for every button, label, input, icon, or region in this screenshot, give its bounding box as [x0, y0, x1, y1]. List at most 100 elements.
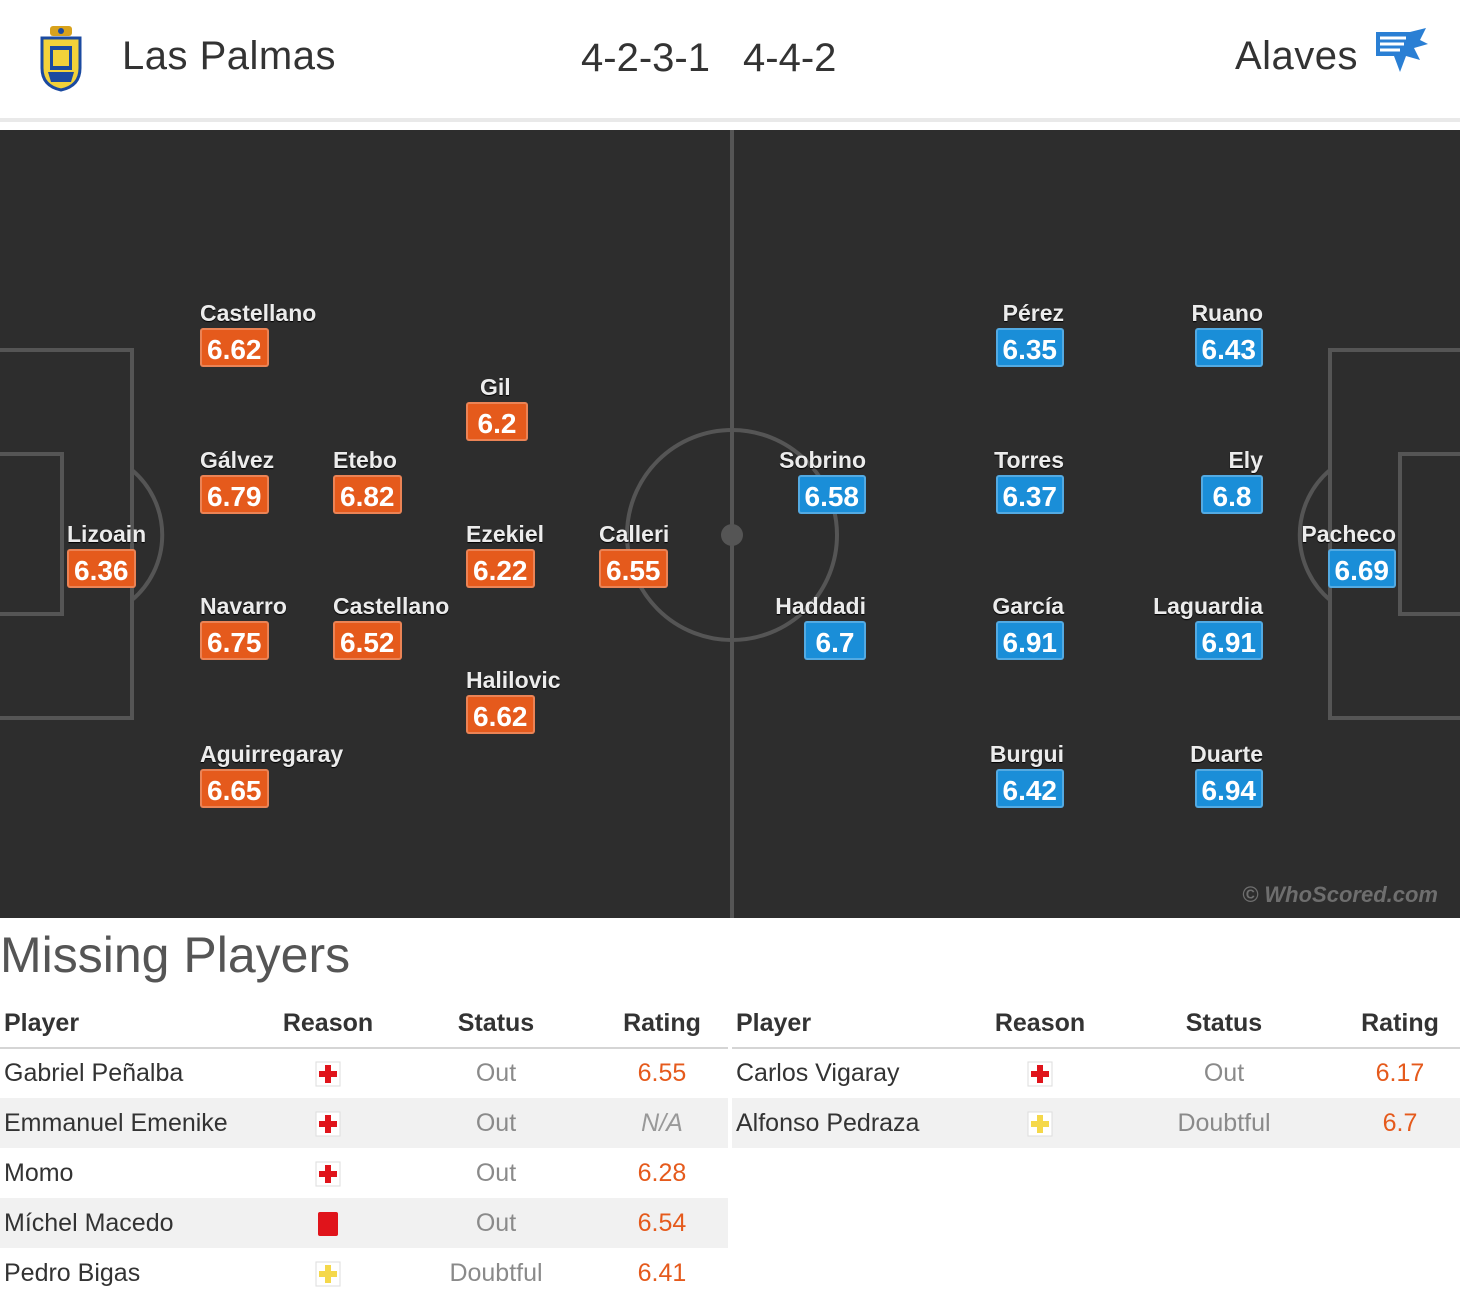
injury-icon [315, 1061, 341, 1087]
player-rating: 6.79 [200, 475, 269, 514]
player-name: Ruano [1191, 300, 1263, 326]
player-rating: 6.35 [995, 328, 1064, 367]
home-player[interactable]: Ezekiel 6.22 [466, 521, 626, 605]
player-name[interactable]: Gabriel Peñalba [4, 1059, 184, 1087]
player-name: García [992, 593, 1064, 619]
column-reason[interactable]: Reason [260, 1000, 396, 1049]
away-player[interactable]: Laguardia 6.91 [1103, 593, 1263, 677]
player-name: Calleri [599, 521, 670, 547]
away-team-name[interactable]: Alaves [1234, 34, 1358, 78]
home-player[interactable]: Gil 6.2 [466, 374, 626, 458]
away-player[interactable]: Pérez 6.35 [904, 300, 1064, 384]
player-rating: 6.43 [1194, 328, 1263, 367]
reason-cell [972, 1098, 1108, 1148]
player-name: Castellano [200, 300, 317, 326]
rating-text: 6.55 [637, 1059, 687, 1087]
match-header: Las Palmas 4-2-3-1 4-4-2 Alaves [0, 0, 1460, 122]
table-header-row: Player Reason Status Rating [732, 1000, 1460, 1049]
player-name[interactable]: Carlos Vigaray [736, 1059, 900, 1087]
home-player[interactable]: Etebo 6.82 [333, 447, 493, 531]
status-text: Out [475, 1059, 517, 1087]
column-status[interactable]: Status [396, 1000, 596, 1049]
player-rating: 6.82 [333, 475, 402, 514]
player-name: Aguirregaray [200, 741, 344, 767]
reason-cell [260, 1048, 396, 1098]
player-name: Lizoain [67, 521, 147, 547]
home-player[interactable]: Calleri 6.55 [599, 521, 759, 605]
home-missing-table: Player Reason Status Rating Gabriel Peña… [0, 1000, 728, 1298]
player-name[interactable]: Alfonso Pedraza [732, 1098, 972, 1148]
home-player[interactable]: Lizoain 6.36 [67, 521, 227, 605]
player-name: Etebo [333, 447, 397, 473]
doubtful-injury-icon [1027, 1111, 1053, 1137]
player-name[interactable]: Pedro Bigas [4, 1258, 141, 1287]
player-name: Gil [480, 374, 511, 400]
away-player[interactable]: Burgui 6.42 [904, 741, 1064, 825]
player-name: Duarte [1190, 741, 1263, 767]
away-player[interactable]: Ely 6.8 [1103, 447, 1263, 531]
player-rating: 6.75 [200, 621, 269, 660]
home-player[interactable]: Castellano 6.52 [333, 593, 493, 677]
away-player[interactable]: Ruano 6.43 [1103, 300, 1263, 384]
injury-icon [315, 1161, 341, 1187]
column-status[interactable]: Status [1108, 1000, 1340, 1049]
column-reason[interactable]: Reason [972, 1000, 1108, 1049]
column-player[interactable]: Player [732, 1000, 972, 1049]
reason-cell [260, 1198, 396, 1248]
reason-cell [260, 1248, 396, 1298]
column-rating[interactable]: Rating [1340, 1000, 1460, 1049]
player-name: Pérez [1002, 300, 1064, 326]
player-name[interactable]: Emmanuel Emenike [0, 1098, 260, 1148]
doubtful-injury-icon [315, 1261, 341, 1287]
player-rating: 6.69 [1327, 549, 1396, 588]
player-rating: 6.2 [466, 402, 528, 441]
player-name: Laguardia [1153, 593, 1263, 619]
player-name: Gálvez [200, 447, 275, 473]
alaves-crest-icon[interactable] [1370, 26, 1432, 76]
table-row: Carlos Vigaray Out 6.17 [732, 1048, 1460, 1098]
missing-players-title: Missing Players [0, 927, 351, 983]
home-formation: 4-2-3-1 [581, 36, 710, 80]
player-name: Navarro [200, 593, 287, 619]
player-rating: 6.42 [995, 769, 1064, 808]
table-row: Míchel Macedo Out 6.54 [0, 1198, 728, 1248]
home-player[interactable]: Navarro 6.75 [200, 593, 360, 677]
player-rating: 6.91 [995, 621, 1064, 660]
rating-text: 6.28 [637, 1158, 687, 1187]
home-player[interactable]: Aguirregaray 6.65 [200, 741, 360, 825]
player-name: Haddadi [775, 593, 866, 619]
home-player[interactable]: Gálvez 6.79 [200, 447, 360, 531]
player-name[interactable]: Momo [4, 1158, 74, 1187]
injury-icon [315, 1111, 341, 1137]
status-text: Out [1203, 1059, 1245, 1087]
player-name[interactable]: Míchel Macedo [0, 1198, 260, 1248]
home-player[interactable]: Castellano 6.62 [200, 300, 360, 384]
player-name: Halilovic [466, 667, 561, 693]
away-player[interactable]: Haddadi 6.7 [706, 593, 866, 677]
las-palmas-crest-icon[interactable] [38, 26, 84, 92]
status-text: Doubtful [449, 1258, 543, 1287]
table-row: Gabriel Peñalba Out 6.55 [0, 1048, 728, 1098]
player-rating: 6.94 [1194, 769, 1263, 808]
rating-text: 6.17 [1375, 1059, 1425, 1087]
home-player[interactable]: Halilovic 6.62 [466, 667, 626, 751]
table-row: Emmanuel Emenike Out N/A [0, 1098, 728, 1148]
column-rating[interactable]: Rating [596, 1000, 728, 1049]
away-player[interactable]: García 6.91 [904, 593, 1064, 677]
player-rating: 6.8 [1201, 475, 1263, 514]
home-team-name[interactable]: Las Palmas [122, 34, 336, 78]
column-player[interactable]: Player [0, 1000, 260, 1049]
player-name: Pacheco [1301, 521, 1396, 547]
away-player[interactable]: Pacheco 6.69 [1236, 521, 1396, 605]
away-player[interactable]: Torres 6.37 [904, 447, 1064, 531]
player-rating: 6.52 [333, 621, 402, 660]
player-rating: 6.36 [67, 549, 136, 588]
player-rating: 6.55 [599, 549, 668, 588]
status-text: Out [396, 1198, 596, 1248]
status-text: Doubtful [1108, 1098, 1340, 1148]
player-rating: 6.62 [466, 695, 535, 734]
player-name: Ezekiel [466, 521, 544, 547]
player-rating: 6.62 [200, 328, 269, 367]
away-player[interactable]: Duarte 6.94 [1103, 741, 1263, 825]
away-player[interactable]: Sobrino 6.58 [706, 447, 866, 531]
